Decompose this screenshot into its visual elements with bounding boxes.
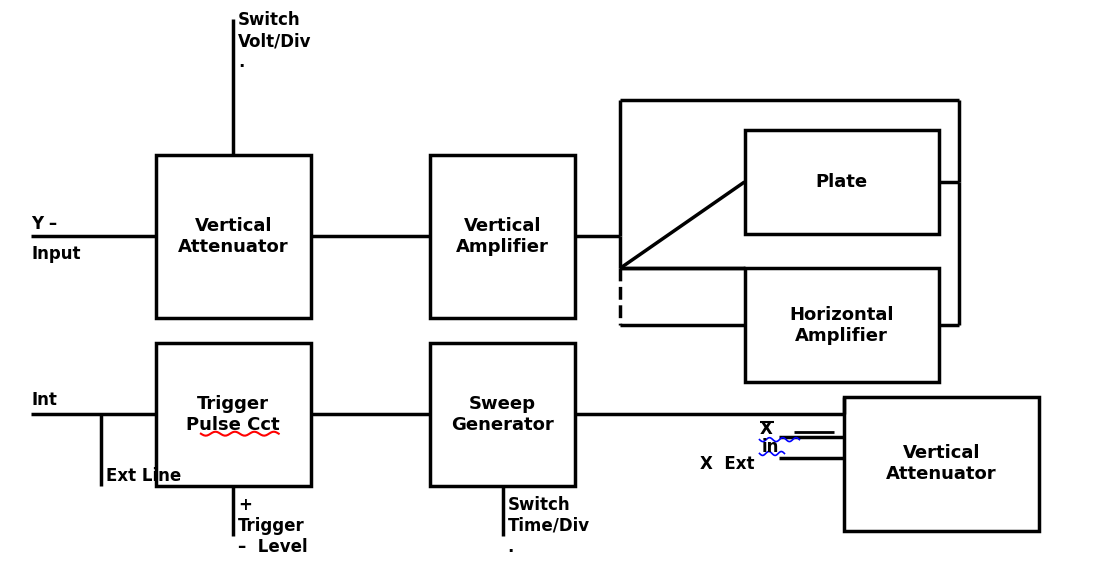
Text: Trigger
Pulse Cct: Trigger Pulse Cct: [187, 395, 281, 434]
Text: Vertical
Attenuator: Vertical Attenuator: [178, 217, 288, 256]
Text: in: in: [761, 438, 779, 456]
Text: Vertical
Attenuator: Vertical Attenuator: [887, 445, 997, 483]
Text: X: X: [759, 420, 773, 438]
Bar: [157, 155, 311, 318]
Text: Switch
Time/Div
.: Switch Time/Div .: [508, 496, 590, 556]
Bar: [430, 343, 575, 486]
Bar: [745, 130, 939, 234]
Text: Sweep
Generator: Sweep Generator: [452, 395, 555, 434]
Text: Int: Int: [31, 391, 57, 409]
Text: Ext Line: Ext Line: [106, 467, 181, 485]
Bar: [745, 269, 939, 382]
Bar: [430, 155, 575, 318]
Text: Switch
Volt/Div
.: Switch Volt/Div .: [238, 11, 311, 71]
Text: Plate: Plate: [816, 173, 868, 191]
Text: Y –: Y –: [31, 215, 57, 233]
Bar: [844, 397, 1039, 531]
Text: Input: Input: [31, 245, 80, 262]
Text: Vertical
Amplifier: Vertical Amplifier: [456, 217, 549, 256]
Text: Horizontal
Amplifier: Horizontal Amplifier: [789, 306, 894, 345]
Bar: [157, 343, 311, 486]
Text: +
Trigger
–  Level: + Trigger – Level: [238, 496, 307, 556]
Text: X  Ext: X Ext: [700, 456, 755, 473]
